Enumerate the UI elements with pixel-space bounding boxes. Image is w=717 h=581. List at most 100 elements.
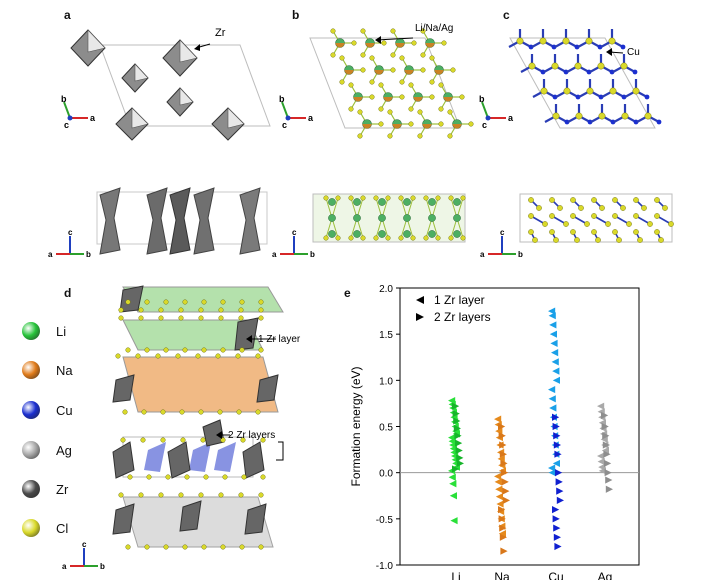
cl-atom <box>563 87 571 95</box>
one-zr-layer-marker <box>597 457 605 466</box>
one-zr-layer-marker <box>495 485 503 493</box>
cl-atom <box>378 121 384 127</box>
cl-atom <box>178 492 184 498</box>
one-zr-layer-marker <box>597 452 605 460</box>
cl-atom <box>399 55 405 61</box>
cl-atom <box>408 82 414 88</box>
two-zr-layers-marker <box>500 547 508 555</box>
cl-atom <box>239 544 245 550</box>
two-layer-callout-label: 2 Zr layers <box>228 430 275 441</box>
one-zr-layer-marker <box>549 404 557 412</box>
cl-atom-icon <box>22 519 40 537</box>
two-zr-layers-marker <box>553 533 561 541</box>
cation-atom <box>378 198 386 206</box>
cation-atom-shading <box>434 70 444 75</box>
cl-atom <box>595 237 601 243</box>
axis-c-label: c <box>68 228 73 237</box>
cl-atom <box>217 409 223 415</box>
zr-octahedron <box>166 87 194 117</box>
axis-c-label: c <box>82 540 87 549</box>
cl-atom <box>528 213 534 219</box>
y-axis-label: Formation energy (eV) <box>349 366 363 486</box>
cl-atom <box>201 299 207 305</box>
cl-atom <box>144 347 150 353</box>
cl-atom <box>563 221 569 227</box>
two-zr-layers-marker <box>453 417 461 425</box>
cl-atom <box>339 55 345 61</box>
cl-atom <box>160 437 166 443</box>
cl-atom <box>201 347 207 353</box>
cl-atom <box>570 197 576 203</box>
cl-atom <box>551 62 559 70</box>
legend-label: Zr <box>56 481 69 497</box>
cation-chloride-network <box>330 28 474 139</box>
cl-atom <box>198 315 204 321</box>
cu-side-network <box>528 197 674 243</box>
cl-atom <box>258 315 264 321</box>
axis-a-label: a <box>508 113 514 123</box>
cation-atom <box>328 230 336 238</box>
one-zr-layer-marker <box>550 339 558 347</box>
two-zr-layers-marker <box>499 441 507 449</box>
cation-callout-arrowhead <box>375 36 381 44</box>
legend-label: Cl <box>56 520 69 536</box>
axes-triad-d: c a b <box>62 540 105 571</box>
cl-atom <box>612 213 618 219</box>
cation-atom-shading <box>452 124 462 129</box>
cl-atom <box>654 197 660 203</box>
y-tick-label: 0.0 <box>379 469 393 480</box>
cl-atom <box>378 82 384 88</box>
legend-entry-zr: Zr <box>22 480 68 498</box>
cl-atom <box>138 315 144 321</box>
two-zr-layers-marker <box>605 485 613 493</box>
cl-atom <box>348 82 354 88</box>
legend-entry-li: Li <box>22 322 66 340</box>
cl-atom <box>373 235 379 241</box>
two-zr-layers-marker <box>456 454 464 462</box>
two-zr-layers-marker <box>552 515 560 523</box>
cl-atom <box>459 94 465 100</box>
cl-atom <box>385 195 391 201</box>
cation-atom <box>353 230 361 238</box>
cl-atom <box>417 133 423 139</box>
cl-atom <box>220 299 226 305</box>
one-zr-layer-marker <box>498 530 506 538</box>
cu-atom-icon <box>22 401 40 419</box>
cl-atom <box>178 307 184 313</box>
unit-cell-outline <box>309 37 461 129</box>
cl-atom <box>127 474 133 480</box>
cation-atom <box>403 198 411 206</box>
unit-cell-outline <box>509 37 656 129</box>
cation-atom-shading <box>404 70 414 75</box>
cl-atom <box>198 492 204 498</box>
zr-octahedron <box>121 63 149 93</box>
one-zr-layer-marker <box>552 459 560 468</box>
cl-atom <box>570 229 576 235</box>
cl-atom <box>460 235 466 241</box>
cl-atom <box>235 353 241 359</box>
cl-atom <box>460 195 466 201</box>
cl-atom <box>348 106 354 112</box>
cl-atom <box>115 353 121 359</box>
cl-atom <box>586 87 594 95</box>
cl-atom <box>220 347 226 353</box>
cl-atom <box>146 474 152 480</box>
x-category-label: Li <box>451 570 460 580</box>
cl-atom <box>195 353 201 359</box>
cl-atom <box>654 213 660 219</box>
legend-entry-label: 2 Zr layers <box>434 310 491 324</box>
cl-atom <box>423 235 429 241</box>
cl-atom <box>536 205 542 211</box>
cl-atom <box>163 347 169 353</box>
axis-b-label: b <box>518 250 523 259</box>
cl-atom <box>238 307 244 313</box>
cl-atom <box>641 205 647 211</box>
two-zr-layers-marker <box>604 469 612 477</box>
zr-callout-arrowhead <box>194 44 200 51</box>
cl-atom <box>182 299 188 305</box>
cl-atom <box>390 28 396 34</box>
formation-energy-chart: -1.0 -0.5 0.0 0.5 1.0 1.5 2.0 Formation energy … <box>349 284 640 580</box>
cl-atom <box>218 492 224 498</box>
cl-atom <box>360 195 366 201</box>
cl-atom <box>411 40 417 46</box>
